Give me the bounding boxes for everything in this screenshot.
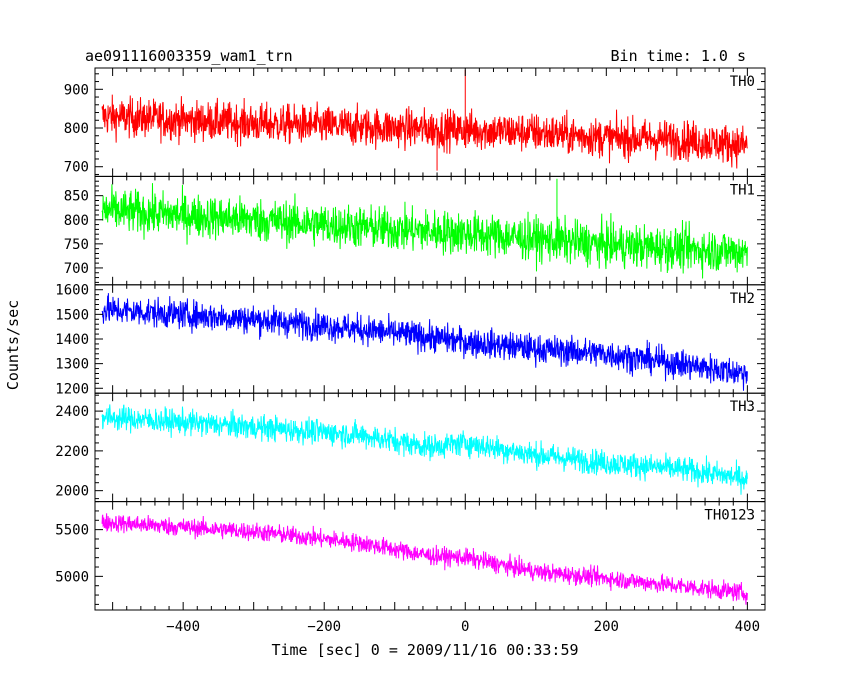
y-tick-label: 1500 <box>55 307 89 323</box>
panel-th0123: 5000 5500 TH0123 <box>55 501 766 611</box>
panel-frame <box>94 501 766 611</box>
x-tick-label: −400 <box>166 619 200 635</box>
y-axis-label: Counts/sec <box>4 300 22 390</box>
series-line-th2 <box>101 293 748 391</box>
y-tick-label: 800 <box>64 213 89 229</box>
series-line-th1 <box>101 178 748 279</box>
y-tick-label: 900 <box>64 82 89 98</box>
x-tick-label: 0 <box>461 619 469 635</box>
y-tick-label: 700 <box>64 160 89 176</box>
y-tick-label: 2200 <box>55 444 89 460</box>
y-tick-label: 1600 <box>55 283 89 299</box>
panel-th1: 700 750 800 850 TH1 <box>64 175 766 286</box>
series-line-th0123 <box>101 513 748 605</box>
y-tick-label: 750 <box>64 237 89 253</box>
panel-label-th1: TH1 <box>730 182 755 198</box>
y-tick-label: 1300 <box>55 357 89 373</box>
chart-title: ae091116003359_wam1_trn <box>85 47 293 65</box>
series-line-th3 <box>101 404 748 495</box>
panel-label-th0123: TH0123 <box>704 508 755 524</box>
panel-label-th2: TH2 <box>730 291 755 307</box>
y-tick-label: 2000 <box>55 484 89 500</box>
panel-th3: 2000 2200 2400 TH3 <box>55 392 766 503</box>
panel-label-th0: TH0 <box>730 74 755 90</box>
y-tick-label: 5000 <box>55 569 89 585</box>
y-tick-label: 1200 <box>55 381 89 397</box>
y-tick-label: 5500 <box>55 523 89 539</box>
panel-th2: 1200 1300 1400 1500 1600 TH2 <box>55 283 766 397</box>
x-axis-label: Time [sec] 0 = 2009/11/16 00:33:59 <box>271 641 578 659</box>
y-tick-label: 2400 <box>55 404 89 420</box>
x-tick-label: −200 <box>307 619 341 635</box>
panel-th0: 700 800 900 TH0 <box>64 67 766 177</box>
bin-time-label: Bin time: 1.0 s <box>611 47 746 65</box>
y-tick-label: 1400 <box>55 332 89 348</box>
series-line-th0 <box>101 69 748 171</box>
x-tick-label: 400 <box>735 619 760 635</box>
x-tick-label: 200 <box>594 619 619 635</box>
panel-label-th3: TH3 <box>730 399 755 415</box>
y-tick-label: 800 <box>64 121 89 137</box>
y-tick-label: 700 <box>64 261 89 277</box>
y-tick-label: 850 <box>64 189 89 205</box>
